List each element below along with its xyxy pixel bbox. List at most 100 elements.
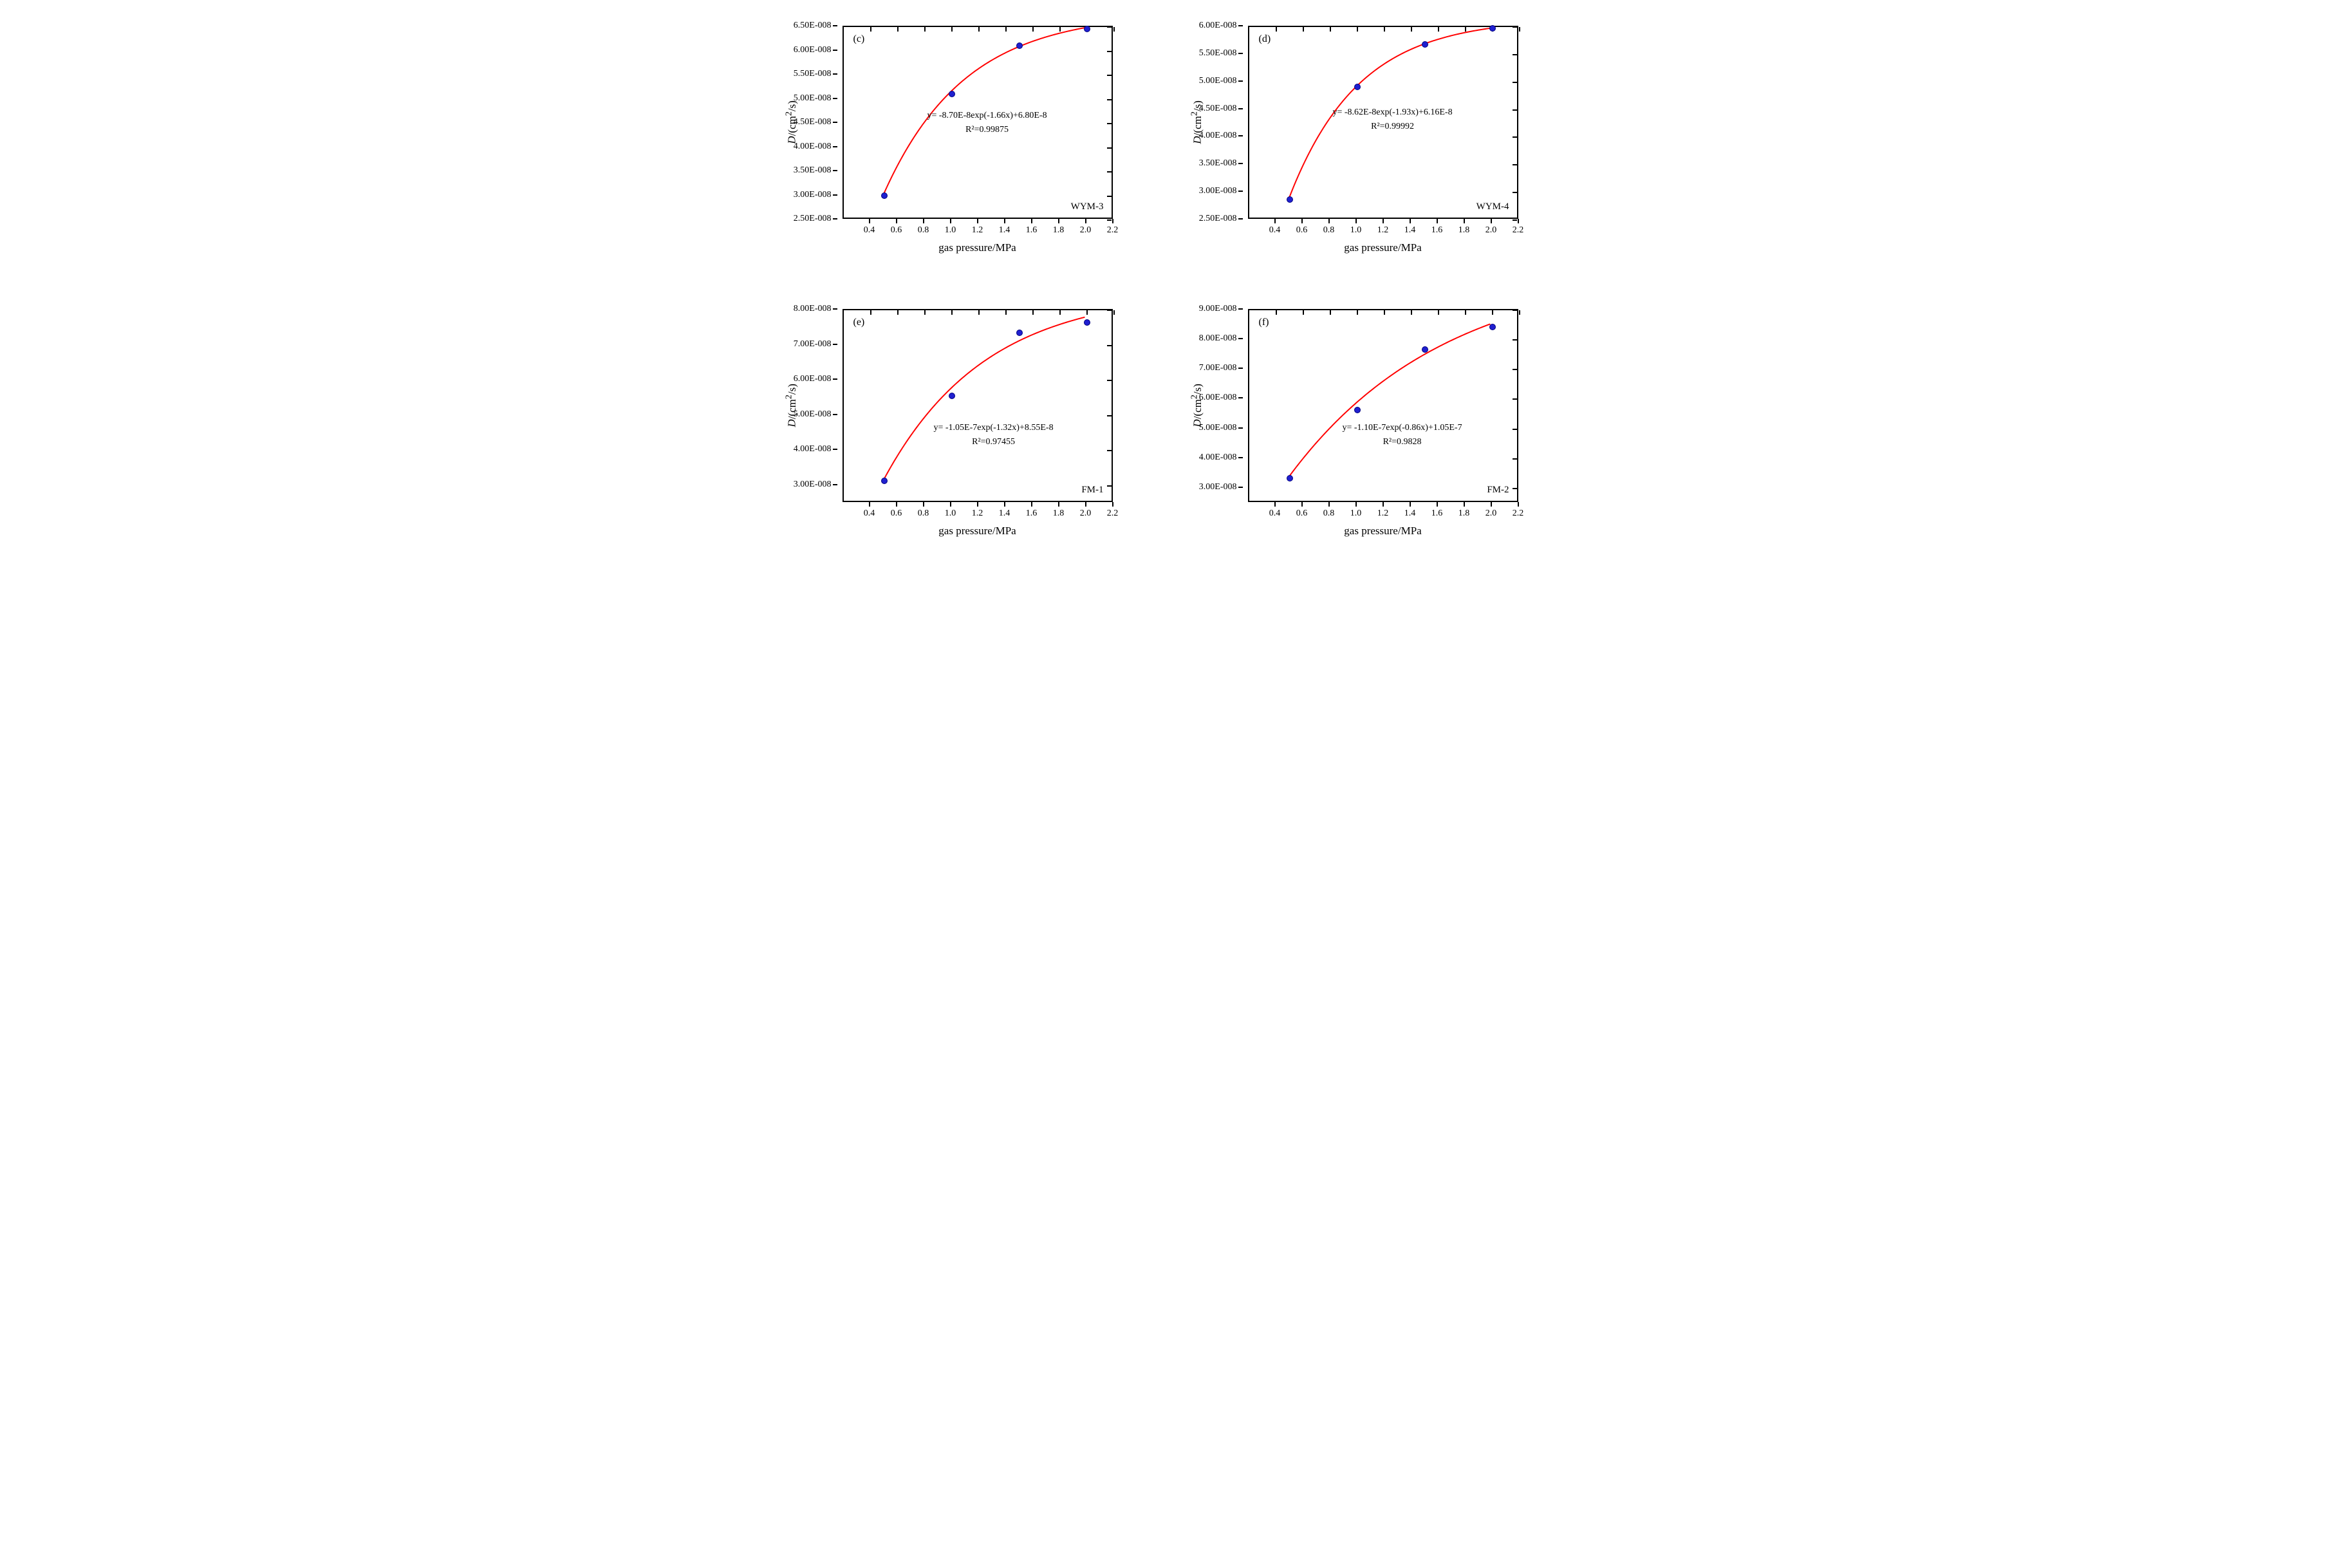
data-point [949,91,955,97]
equation-text: y= -8.62E-8exp(-1.93x)+6.16E-8R²=0.99992 [1333,107,1453,132]
x-axis-label: gas pressure/MPa [843,241,1113,254]
y-axis-ticks: 2.50E-0083.00E-0083.50E-0084.00E-0084.50… [778,26,839,219]
y-tick-mark [833,378,837,380]
x-tick-mark [977,219,978,223]
y-tick-mark [833,484,837,485]
x-tick-mark [1301,502,1303,507]
x-tick-label: 0.8 [918,225,929,236]
x-tick-mark [1004,219,1005,223]
y-tick-mark [1238,397,1243,398]
chart-f: D/(cm2/s)3.00E-0084.00E-0085.00E-0086.00… [1184,296,1544,554]
x-tick-label: 2.2 [1513,225,1524,236]
y-tick-mark [833,194,837,196]
y-axis-ticks: 3.00E-0084.00E-0085.00E-0086.00E-0087.00… [778,309,839,502]
y-axis-ticks: 3.00E-0084.00E-0085.00E-0086.00E-0087.00… [1184,309,1245,502]
equation-text: y= -8.70E-8exp(-1.66x)+6.80E-8 R²=0.99875 [927,111,1047,135]
x-tick-mark [1410,219,1411,223]
r-squared: R²=0.99875 [927,125,1047,135]
x-tick-mark [1464,502,1465,507]
sample-label: FM-2 [1487,485,1509,496]
x-tick-label: 1.8 [1053,509,1065,519]
y-tick-label: 5.00E-008 [774,93,832,104]
y-tick-mark [1238,218,1243,219]
equation-line: y= -1.05E-7exp(-1.32x)+8.55E-8 [934,423,1054,433]
x-tick-mark [1383,219,1384,223]
y-tick-label: 5.00E-008 [1179,76,1237,86]
x-axis-label: gas pressure/MPa [843,525,1113,537]
data-point [1287,196,1293,203]
y-axis-ticks: 2.50E-0083.00E-0083.50E-0084.00E-0084.50… [1184,26,1245,219]
y-tick-label: 4.00E-008 [1179,131,1237,141]
x-tick-mark [1085,502,1086,507]
y-tick-mark [833,308,837,310]
y-tick-label: 7.00E-008 [774,339,832,350]
y-tick-mark [1238,108,1243,109]
y-tick-label: 3.50E-008 [1179,158,1237,169]
data-point [1016,42,1023,49]
x-tick-label: 0.8 [918,509,929,519]
x-tick-label: 1.6 [1026,225,1038,236]
y-tick-label: 2.50E-008 [1179,214,1237,224]
y-tick-label: 3.50E-008 [774,165,832,176]
data-point [881,192,888,199]
x-tick-label: 1.2 [972,509,983,519]
equation-line: y= -8.70E-8exp(-1.66x)+6.80E-8 [927,111,1047,121]
y-tick-mark [833,218,837,219]
x-tick-mark [1355,502,1357,507]
x-tick-mark-top [1519,27,1520,32]
chart-e: D/(cm2/s)3.00E-0084.00E-0085.00E-0086.00… [778,296,1139,554]
y-tick-mark [1238,53,1243,54]
x-tick-mark [896,502,897,507]
x-tick-mark [1410,502,1411,507]
x-tick-mark [1004,502,1005,507]
x-tick-label: 1.8 [1458,509,1470,519]
x-tick-label: 1.2 [1377,225,1389,236]
x-tick-mark [869,219,870,223]
y-tick-mark [833,414,837,415]
plot-area: (e)FM-1y= -1.05E-7exp(-1.32x)+8.55E-8R²=… [843,309,1113,502]
plot-area: (d)WYM-4y= -8.62E-8exp(-1.93x)+6.16E-8R²… [1248,26,1518,219]
x-tick-label: 0.8 [1323,509,1335,519]
x-tick-label: 0.6 [1296,509,1308,519]
x-tick-mark [1112,219,1113,223]
y-tick-label: 4.50E-008 [774,117,832,127]
y-tick-mark [833,122,837,123]
x-tick-label: 1.4 [1404,225,1416,236]
y-tick-mark [833,50,837,51]
x-tick-label: 0.6 [891,509,902,519]
chart-c: D/(cm2/s)2.50E-0083.00E-0083.50E-0084.00… [778,13,1139,270]
x-tick-mark [950,502,951,507]
x-tick-label: 2.0 [1080,509,1092,519]
y-tick-label: 7.00E-008 [1179,363,1237,373]
x-tick-label: 2.0 [1485,225,1497,236]
curve-svg [1249,310,1517,501]
y-tick-mark [1238,308,1243,310]
sample-label: FM-1 [1081,485,1103,496]
x-tick-label: 0.4 [1269,509,1281,519]
y-tick-mark [833,170,837,171]
x-tick-mark [1491,502,1492,507]
data-point [1016,330,1023,336]
y-tick-label: 3.00E-008 [774,480,832,490]
x-axis-ticks: 0.40.60.81.01.21.41.61.82.02.2 [1248,502,1518,521]
x-tick-label: 0.8 [1323,225,1335,236]
y-tick-label: 3.00E-008 [1179,482,1237,492]
sample-label: WYM-3 [1071,201,1104,212]
y-tick-label: 6.00E-008 [1179,393,1237,403]
x-tick-mark [1355,219,1357,223]
equation-text: y= -1.10E-7exp(-0.86x)+1.05E-7R²=0.9828 [1343,423,1462,447]
plot-area: (c)WYM-3y= -8.70E-8exp(-1.66x)+6.80E-8R²… [843,26,1113,219]
data-point [1084,319,1090,326]
y-tick-mark [833,98,837,99]
data-point [881,478,888,484]
chart-grid: D/(cm2/s)2.50E-0083.00E-0083.50E-0084.00… [778,13,1550,554]
y-tick-label: 6.00E-008 [774,374,832,384]
x-axis-ticks: 0.40.60.81.01.21.41.61.82.02.2 [843,502,1113,521]
y-tick-label: 9.00E-008 [1179,304,1237,314]
sample-label: WYM-4 [1476,201,1509,212]
data-point [1422,346,1428,353]
data-point [1084,26,1090,32]
y-tick-mark [1238,163,1243,164]
y-tick-mark [833,146,837,147]
x-tick-mark [869,502,870,507]
